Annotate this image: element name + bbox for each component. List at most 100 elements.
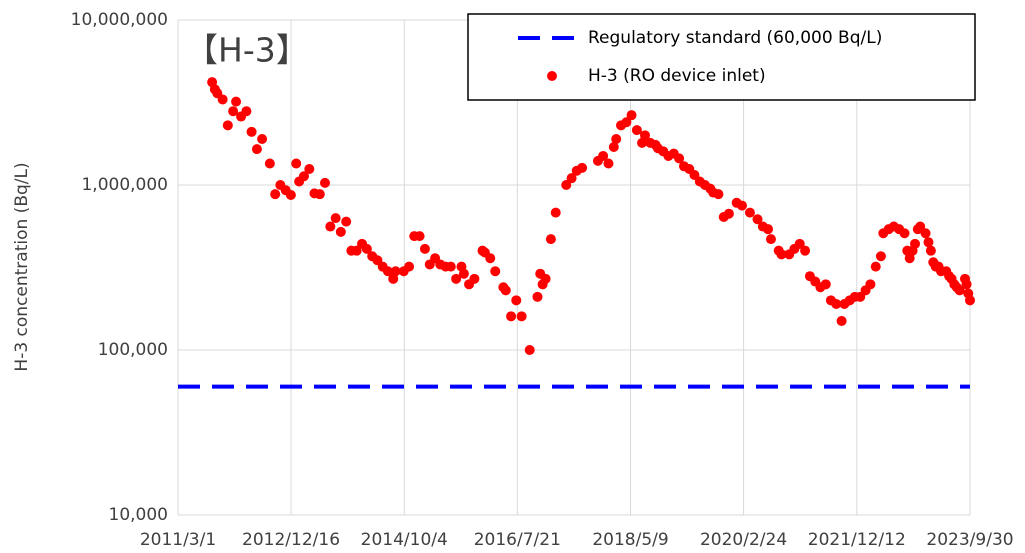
data-point [404,261,415,272]
data-point [920,228,931,239]
data-point [231,96,242,107]
data-point [915,221,926,232]
data-point [550,207,561,218]
data-point [485,253,496,264]
y-tick-label: 10,000,000 [71,10,168,30]
legend: Regulatory standard (60,000 Bq/L) H-3 (RO… [467,13,976,101]
data-point [388,273,399,284]
data-point [875,251,886,262]
data-point [713,189,724,200]
data-point [458,268,469,279]
data-point [228,106,239,117]
legend-box [467,13,976,101]
data-point [314,189,325,200]
data-point [291,158,302,169]
data-point [251,144,262,155]
data-point [870,261,881,272]
data-point [506,311,517,322]
data-point [445,261,456,272]
data-point [910,238,921,249]
data-point [285,189,296,200]
data-point [351,245,362,256]
data-point [469,273,480,284]
data-point [241,106,252,117]
data-point [752,214,763,225]
data-point [490,266,501,277]
x-tick-label: 2021/12/12 [808,530,906,550]
data-point [904,253,915,264]
data-point [820,279,831,290]
data-point [744,207,755,218]
data-point [222,120,233,131]
data-point [540,273,551,284]
x-tick-label: 2020/2/24 [700,530,787,550]
data-point [361,243,372,254]
data-point [603,158,614,169]
data-point [626,110,637,121]
data-point [831,299,842,310]
data-point [965,295,975,306]
data-point [765,234,776,245]
data-point [794,238,805,249]
y-axis-label: H-3 concentration (Bq/L) [12,162,32,371]
legend-swatch [547,71,557,81]
y-tick-label: 100,000 [98,340,168,360]
data-point [319,177,330,188]
data-point [500,285,511,296]
x-tick-label: 2014/10/4 [361,530,448,550]
data-point [637,137,648,148]
data-point [923,237,934,248]
data-point [325,221,336,232]
y-tick-label: 10,000 [109,505,168,525]
data-point [598,150,609,161]
x-tick-label: 2018/5/9 [592,530,668,550]
data-point [566,173,577,184]
x-tick-label: 2011/3/1 [140,530,216,550]
legend-label: Regulatory standard (60,000 Bq/L) [588,28,882,48]
y-tick-label: 1,000,000 [81,175,168,195]
x-tick-label: 2023/9/30 [926,530,1013,550]
data-point [304,164,315,175]
data-point [561,180,572,190]
data-point [865,279,876,290]
data-point [611,134,622,145]
annotation: 【H-3】 [185,31,309,70]
data-point [330,213,341,224]
data-point [382,266,393,277]
data-point [961,279,972,290]
data-point [899,228,910,239]
data-point [577,162,588,173]
data-point [524,345,535,355]
data-point [608,141,619,152]
data-point [631,125,642,136]
data-point [925,245,936,256]
data-point [217,94,228,105]
data-point [836,315,847,326]
data-point [800,245,811,256]
data-point [246,126,257,137]
data-point [270,189,281,200]
data-point [737,200,748,211]
x-tick-label: 2012/12/16 [242,530,340,550]
data-point [639,130,650,141]
data-point [414,231,425,242]
data-point [545,234,556,245]
legend-label: H-3 (RO device inlet) [588,66,766,86]
data-point [954,285,965,296]
data-point [298,171,309,182]
data-point [723,208,734,219]
data-point [776,249,787,260]
data-point [532,291,543,302]
data-point [674,153,685,164]
data-point [516,311,527,322]
data-point [419,243,430,254]
data-point [257,134,268,145]
data-point [511,295,522,306]
data-point [451,273,462,284]
data-point [390,266,401,277]
data-point [621,117,632,128]
data-point [341,216,352,227]
data-point [335,226,346,237]
data-point [264,158,275,169]
